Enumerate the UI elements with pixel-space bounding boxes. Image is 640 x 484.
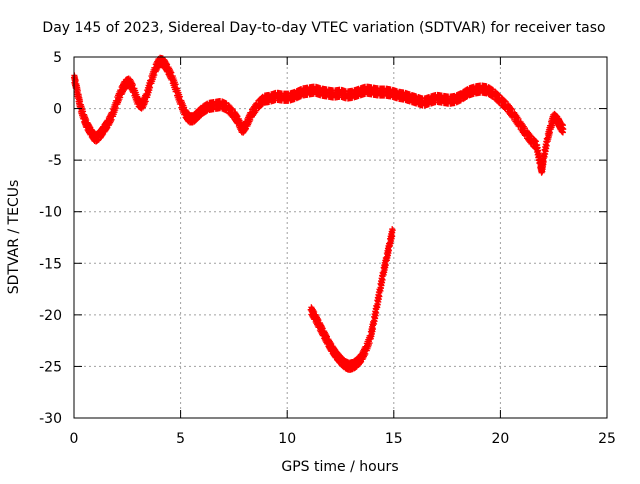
data-point-fill	[163, 60, 170, 67]
x-tick-label: 20	[491, 431, 509, 447]
data-point-fill	[357, 359, 364, 366]
data-point-fill	[242, 126, 249, 133]
data-point-fill	[382, 262, 389, 269]
data-point-fill	[117, 94, 124, 101]
data-point-fill	[386, 247, 393, 254]
data-point-fill	[501, 97, 508, 104]
data-point-fill	[389, 233, 396, 240]
data-point-fill	[327, 339, 334, 346]
data-point-fill	[463, 94, 470, 101]
data-point-fill	[77, 98, 84, 105]
data-point-fill	[142, 98, 149, 105]
data-point-fill	[147, 84, 154, 91]
data-point-fill	[310, 307, 317, 314]
data-point-fill	[103, 125, 110, 132]
y-tick-label: -5	[48, 153, 62, 169]
data-point-fill	[129, 82, 136, 89]
data-point-fill	[532, 138, 539, 145]
data-layer	[71, 54, 567, 373]
data-point-fill	[379, 276, 386, 283]
data-point-fill	[488, 86, 495, 93]
data-point-fill	[370, 326, 377, 333]
data-point-fill	[247, 116, 254, 123]
data-point-fill	[258, 101, 265, 108]
x-tick-label: 25	[598, 431, 616, 447]
y-tick-label: -10	[39, 205, 62, 221]
y-axis-label: SDTVAR / TECUs	[6, 180, 22, 295]
data-point	[389, 227, 396, 234]
data-point	[560, 126, 567, 133]
data-point-fill	[151, 72, 158, 79]
data-point-fill	[203, 108, 210, 115]
data-point-fill	[99, 131, 106, 138]
data-point-fill	[228, 105, 235, 112]
data-point-fill	[532, 137, 539, 144]
data-point-fill	[233, 112, 240, 119]
data-point-fill	[362, 350, 369, 357]
plot-frame	[73, 56, 608, 419]
y-tick-label: 0	[53, 102, 62, 118]
x-tick-label: 10	[278, 431, 296, 447]
y-tick-label: -25	[39, 359, 62, 375]
x-tick-label: 5	[176, 431, 185, 447]
data-point-fill	[366, 340, 373, 347]
chart-title: Day 145 of 2023, Sidereal Day-to-day VTE…	[42, 20, 605, 36]
data-point-fill	[172, 81, 179, 88]
data-point-fill	[515, 115, 522, 122]
x-tick-label: 15	[385, 431, 403, 447]
data-point-fill	[108, 116, 115, 123]
plot-area	[74, 57, 607, 418]
data-point-fill	[168, 69, 175, 76]
y-tick-label: -15	[39, 256, 62, 272]
data-point-fill	[373, 309, 380, 316]
x-tick-label: 0	[70, 431, 79, 447]
tick-layer: 0 5 10 15 20 25 5 0 -5 -10 -15 -20 -25 -30	[39, 50, 616, 447]
data-point-fill	[495, 91, 502, 98]
data-point-fill	[86, 123, 93, 130]
x-axis-label: GPS time / hours	[281, 459, 398, 475]
data-point-fill	[543, 142, 550, 149]
data-point-fill	[546, 129, 553, 136]
data-point-fill	[112, 105, 119, 112]
y-tick-label: -30	[39, 411, 62, 427]
y-tick-label: 5	[53, 50, 62, 66]
data-point-fill	[74, 87, 81, 94]
data-point-fill	[80, 108, 87, 115]
data-point-fill	[540, 159, 547, 166]
data-point-fill	[176, 93, 183, 100]
series-sdtvar	[71, 54, 567, 373]
y-tick-label: -20	[39, 308, 62, 324]
data-point-fill	[376, 293, 383, 300]
